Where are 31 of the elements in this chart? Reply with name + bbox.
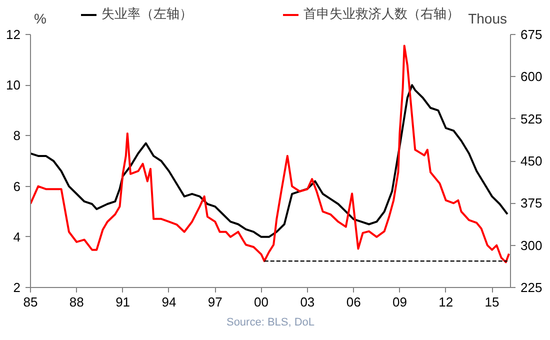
x-tick-label: 97 (208, 294, 222, 310)
legend-label: 失业率（左轴） (102, 5, 192, 23)
y-tick-label: 4 (13, 229, 21, 244)
source-note: Source: BLS, DoL (226, 316, 315, 328)
x-tick-label: 03 (300, 294, 315, 310)
y2-tick-label: 600 (520, 69, 542, 84)
y2-axis-title: Thous (468, 10, 507, 26)
y-axis-title: % (34, 10, 46, 26)
x-tick-label: 85 (23, 294, 38, 310)
x-tick-label: 88 (69, 294, 84, 310)
y2-tick-label: 300 (520, 238, 542, 253)
x-tick-label: 94 (162, 294, 176, 310)
x-tick-label: 91 (116, 294, 130, 310)
x-tick-label: 06 (346, 294, 361, 310)
y-tick-label: 8 (13, 128, 21, 144)
y2-tick-label: 675 (520, 27, 542, 42)
x-tick-label: 15 (484, 294, 500, 310)
line-series (30, 44, 510, 264)
y-tick-label: 12 (6, 27, 21, 42)
y2-tick-label: 225 (520, 280, 542, 295)
x-tick-label: 00 (254, 294, 269, 310)
x-tick-label: 09 (392, 294, 407, 310)
y-tick-label: 2 (13, 280, 21, 295)
y2-tick-label: 525 (520, 111, 542, 126)
y-tick-label: 10 (6, 78, 21, 93)
y2-tick-label: 450 (520, 154, 542, 168)
legend-label: 首申失业救济人数（右轴） (304, 5, 460, 23)
line-series (30, 84, 508, 238)
y2-tick-label: 375 (520, 196, 542, 211)
y-tick-label: 6 (13, 178, 21, 194)
x-tick-label: 12 (438, 294, 454, 310)
